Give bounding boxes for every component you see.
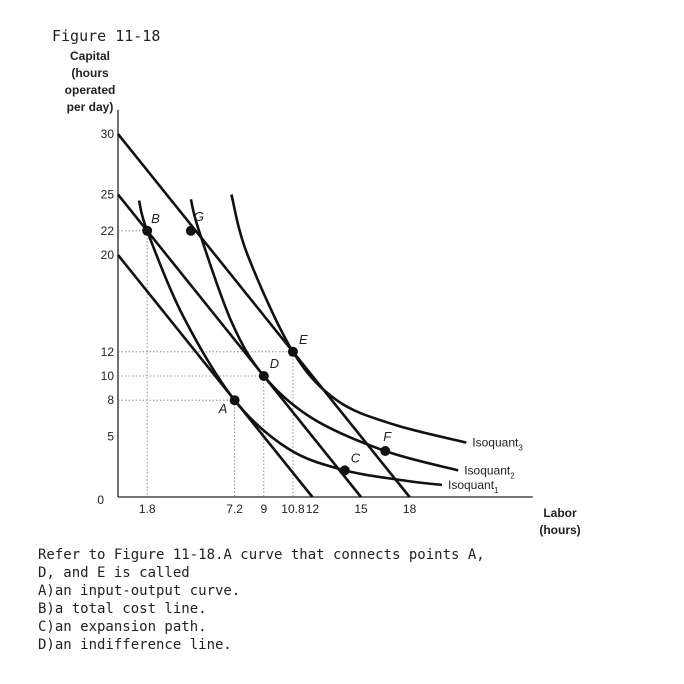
point-c-marker	[339, 465, 350, 476]
point-d-marker	[258, 371, 269, 381]
answer-option-a[interactable]: A)an input-output curve.	[38, 583, 241, 599]
x-axis-label-line: (hours)	[539, 523, 580, 537]
x-tick-label: 12	[306, 502, 320, 516]
isoquant-label: Isoquant3	[472, 436, 523, 453]
point-b-marker	[142, 225, 153, 236]
y-axis-label-line: (hours	[71, 66, 109, 80]
y-tick-label: 25	[101, 188, 115, 202]
y-tick-label: 12	[101, 345, 115, 359]
point-a-marker	[229, 395, 240, 406]
point-g-marker	[185, 225, 196, 236]
x-tick-label: 18	[403, 502, 417, 516]
isoquant-label: Isoquant2	[464, 463, 515, 480]
isoquant-chart: Capital (hours operated per day) Labor (hours…	[65, 49, 581, 537]
y-axis-label-line: per day)	[67, 100, 114, 114]
isocost-line	[116, 133, 411, 498]
x-tick-label: 15	[354, 502, 368, 516]
y-tick-label: 20	[101, 248, 115, 262]
isoquant-curve	[230, 194, 467, 444]
answer-option-d[interactable]: D)an indifference line.	[38, 637, 232, 653]
y-axis-label-line: Capital	[70, 49, 110, 63]
y-tick-label: 22	[101, 224, 115, 238]
x-tick-label: 1.8	[139, 502, 156, 516]
y-tick-label: 8	[107, 393, 114, 407]
point-d-label: D	[270, 356, 279, 371]
point-e-marker	[287, 346, 298, 357]
y-axis-label-line: operated	[65, 83, 116, 97]
y-tick-label: 0	[97, 493, 104, 507]
question-block: Refer to Figure 11-18.A curve that conne…	[38, 546, 658, 654]
question-stem-line-1: Refer to Figure 11-18.A curve that conne…	[38, 547, 485, 563]
point-b-label: B	[151, 211, 160, 226]
isocost-line	[116, 193, 363, 498]
isoquant-label: Isoquant1	[448, 478, 499, 495]
answer-option-c[interactable]: C)an expansion path.	[38, 619, 207, 635]
isocost-line	[116, 254, 314, 498]
x-tick-label: 7.2	[226, 502, 243, 516]
answer-option-b[interactable]: B)a total cost line.	[38, 601, 207, 617]
question-stem-line-2: D, and E is called	[38, 565, 190, 581]
y-tick-label: 10	[101, 369, 115, 383]
figure-title: Figure 11-18	[52, 27, 161, 45]
point-f-label: F	[383, 429, 392, 444]
point-f-marker	[380, 446, 391, 457]
y-tick-label: 5	[107, 430, 114, 444]
x-tick-label: 9	[260, 502, 267, 516]
point-g-label: G	[194, 209, 204, 224]
x-tick-label: 10.8	[281, 502, 305, 516]
x-axis-label-line: Labor	[543, 506, 577, 520]
point-e-label: E	[299, 332, 308, 347]
isoquant-curve	[137, 200, 443, 487]
y-tick-label: 30	[101, 127, 115, 141]
point-c-label: C	[351, 450, 361, 465]
point-a-label: A	[218, 401, 228, 416]
